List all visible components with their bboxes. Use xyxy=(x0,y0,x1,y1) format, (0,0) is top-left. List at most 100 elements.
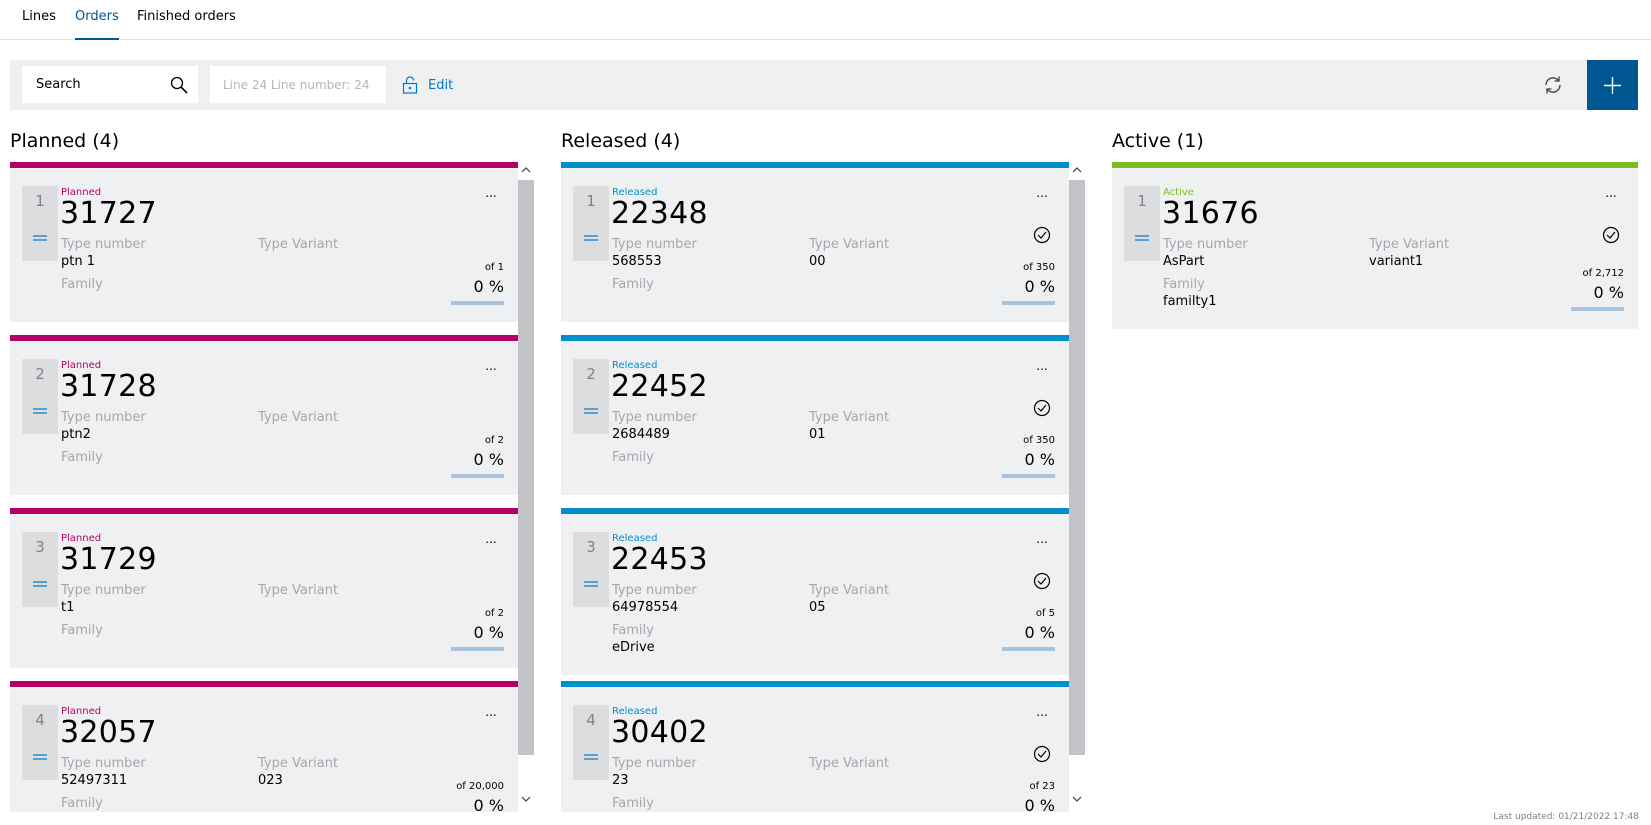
family-label: Family xyxy=(61,623,103,638)
check-circle-icon[interactable] xyxy=(1032,225,1052,245)
quantity-total: of 20,000 xyxy=(456,781,504,792)
type-number-label: Type number xyxy=(612,237,697,252)
type-number-value: 64978554 xyxy=(612,600,679,615)
quantity-total: of 350 xyxy=(1023,435,1055,446)
type-variant-label: Type Variant xyxy=(809,756,890,771)
drag-handle[interactable]: 3 xyxy=(22,532,58,607)
position-number: 3 xyxy=(586,538,596,556)
more-options-button[interactable]: ... xyxy=(1605,186,1617,200)
drag-handle[interactable]: 4 xyxy=(573,705,609,780)
type-number-label: Type number xyxy=(612,756,697,771)
drag-handle[interactable]: 4 xyxy=(22,705,58,780)
progress-percent: 0 % xyxy=(473,623,504,642)
order-card[interactable]: 1 Released 22348 Type number 568553 Type Vari… xyxy=(561,162,1069,322)
order-card[interactable]: 2 Planned 31728 Type number ptn2 Type Variant… xyxy=(10,335,518,495)
family-value: eDrive xyxy=(612,640,655,655)
released-scrollbar[interactable] xyxy=(1069,162,1085,812)
order-number: 22453 xyxy=(611,542,708,577)
type-number-label: Type number xyxy=(61,410,146,425)
drag-handle[interactable]: 3 xyxy=(573,532,609,607)
drag-icon xyxy=(584,754,598,760)
order-card[interactable]: 1 Active 31676 Type number AsPart Type Varian… xyxy=(1112,162,1638,329)
refresh-icon[interactable] xyxy=(1540,72,1566,98)
search-icon[interactable] xyxy=(169,75,189,95)
order-card[interactable]: 3 Planned 31729 Type number t1 Type Variant Fa… xyxy=(10,508,518,668)
position-number: 3 xyxy=(35,538,45,556)
more-options-button[interactable]: ... xyxy=(485,705,497,719)
position-number: 4 xyxy=(586,711,596,729)
progress-percent: 0 % xyxy=(473,277,504,296)
order-number: 31728 xyxy=(60,369,157,404)
type-variant-label: Type Variant xyxy=(258,583,339,598)
scroll-down-icon[interactable] xyxy=(521,794,531,804)
scroll-thumb[interactable] xyxy=(1069,180,1085,755)
drag-handle[interactable]: 2 xyxy=(573,359,609,434)
check-circle-icon[interactable] xyxy=(1032,398,1052,418)
edit-button[interactable]: Edit xyxy=(402,74,453,96)
status-label: Active xyxy=(1163,187,1194,198)
progress-bar xyxy=(451,647,504,651)
order-card[interactable]: 1 Planned 31727 Type number ptn 1 Type Varian… xyxy=(10,162,518,322)
lock-open-icon xyxy=(402,76,418,94)
status-bar xyxy=(10,681,518,687)
planned-column-title: Planned (4) xyxy=(10,130,120,152)
type-variant-value: 05 xyxy=(809,600,826,615)
more-options-button[interactable]: ... xyxy=(1036,532,1048,546)
drag-handle[interactable]: 1 xyxy=(573,186,609,261)
order-number: 32057 xyxy=(60,715,157,750)
search-input[interactable] xyxy=(22,66,162,103)
type-number-value: ptn 1 xyxy=(61,254,95,269)
type-variant-label: Type Variant xyxy=(809,410,890,425)
progress-percent: 0 % xyxy=(1024,796,1055,812)
tab-finished-orders[interactable]: Finished orders xyxy=(137,9,236,24)
status-bar xyxy=(561,508,1069,514)
quantity-total: of 2,712 xyxy=(1582,268,1624,279)
top-nav: Lines Orders Finished orders xyxy=(0,0,1651,40)
order-number: 31676 xyxy=(1162,196,1259,231)
order-card[interactable]: 2 Released 22452 Type number 2684489 Type Var… xyxy=(561,335,1069,495)
type-variant-label: Type Variant xyxy=(258,237,339,252)
check-circle-icon[interactable] xyxy=(1601,225,1621,245)
progress-percent: 0 % xyxy=(1024,623,1055,642)
scroll-up-icon[interactable] xyxy=(521,165,531,175)
tab-orders[interactable]: Orders xyxy=(75,9,119,40)
more-options-button[interactable]: ... xyxy=(1036,359,1048,373)
planned-scrollbar[interactable] xyxy=(518,162,534,812)
tab-lines[interactable]: Lines xyxy=(22,9,56,24)
scroll-thumb[interactable] xyxy=(518,180,534,755)
order-card[interactable]: 3 Released 22453 Type number 64978554 Type Va… xyxy=(561,508,1069,675)
type-number-label: Type number xyxy=(612,583,697,598)
type-variant-value: 01 xyxy=(809,427,826,442)
drag-icon xyxy=(33,408,47,414)
toolbar: Edit xyxy=(10,60,1638,110)
line-field[interactable] xyxy=(210,66,386,103)
status-label: Planned xyxy=(61,187,102,198)
drag-handle[interactable]: 1 xyxy=(22,186,58,261)
status-label: Planned xyxy=(61,360,102,371)
family-label: Family xyxy=(1163,277,1205,292)
add-order-button[interactable] xyxy=(1587,60,1638,110)
drag-handle[interactable]: 2 xyxy=(22,359,58,434)
plus-icon xyxy=(1604,77,1621,94)
order-card[interactable]: 4 Planned 32057 Type number 52497311 Type Var… xyxy=(10,681,518,812)
status-bar xyxy=(10,162,518,168)
scroll-up-icon[interactable] xyxy=(1072,165,1082,175)
type-number-label: Type number xyxy=(61,583,146,598)
check-circle-icon[interactable] xyxy=(1032,571,1052,591)
more-options-button[interactable]: ... xyxy=(1036,705,1048,719)
check-circle-icon[interactable] xyxy=(1032,744,1052,764)
more-options-button[interactable]: ... xyxy=(485,532,497,546)
order-card[interactable]: 4 Released 30402 Type number 23 Type Variant F… xyxy=(561,681,1069,812)
family-value: familty1 xyxy=(1163,294,1217,309)
line-selector xyxy=(210,66,386,103)
progress-percent: 0 % xyxy=(1024,450,1055,469)
quantity-total: of 2 xyxy=(484,608,504,619)
progress-percent: 0 % xyxy=(1593,283,1624,302)
more-options-button[interactable]: ... xyxy=(485,186,497,200)
drag-handle[interactable]: 1 xyxy=(1124,186,1160,261)
scroll-down-icon[interactable] xyxy=(1072,794,1082,804)
edit-label: Edit xyxy=(428,77,454,93)
type-number-value: 52497311 xyxy=(61,773,128,788)
more-options-button[interactable]: ... xyxy=(1036,186,1048,200)
more-options-button[interactable]: ... xyxy=(485,359,497,373)
